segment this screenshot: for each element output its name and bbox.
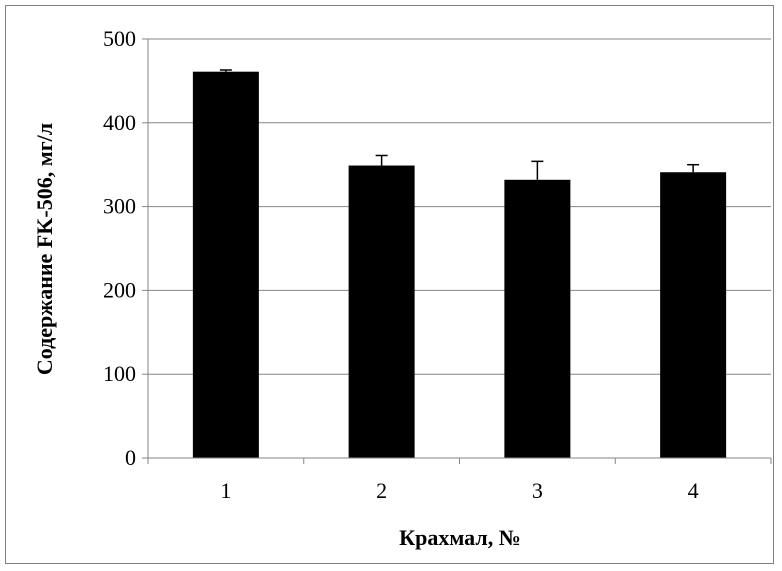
y-tick-label-0: 0: [125, 445, 136, 470]
x-tick-label-2: 2: [376, 478, 387, 503]
bars: [192, 69, 727, 458]
bar-4: [660, 172, 727, 458]
y-tick-label-100: 100: [103, 361, 136, 386]
y-tick-label-300: 300: [103, 194, 136, 219]
y-tick-label-400: 400: [103, 110, 136, 135]
x-tick-label-1: 1: [220, 478, 231, 503]
x-tick-label-4: 4: [688, 478, 699, 503]
y-axis-title: Содержание FK-506, мг/л: [32, 123, 57, 375]
bar-3: [504, 179, 571, 458]
bar-2: [348, 165, 415, 458]
x-tick-labels: 1 2 3 4: [220, 478, 698, 503]
axes: [142, 38, 772, 464]
x-axis-title: Крахмал, №: [399, 525, 521, 550]
y-tick-labels: 0 100 200 300 400 500: [103, 26, 136, 470]
x-tick-label-3: 3: [532, 478, 543, 503]
y-tick-label-500: 500: [103, 26, 136, 51]
y-tick-label-200: 200: [103, 277, 136, 302]
bar-1: [192, 71, 259, 458]
